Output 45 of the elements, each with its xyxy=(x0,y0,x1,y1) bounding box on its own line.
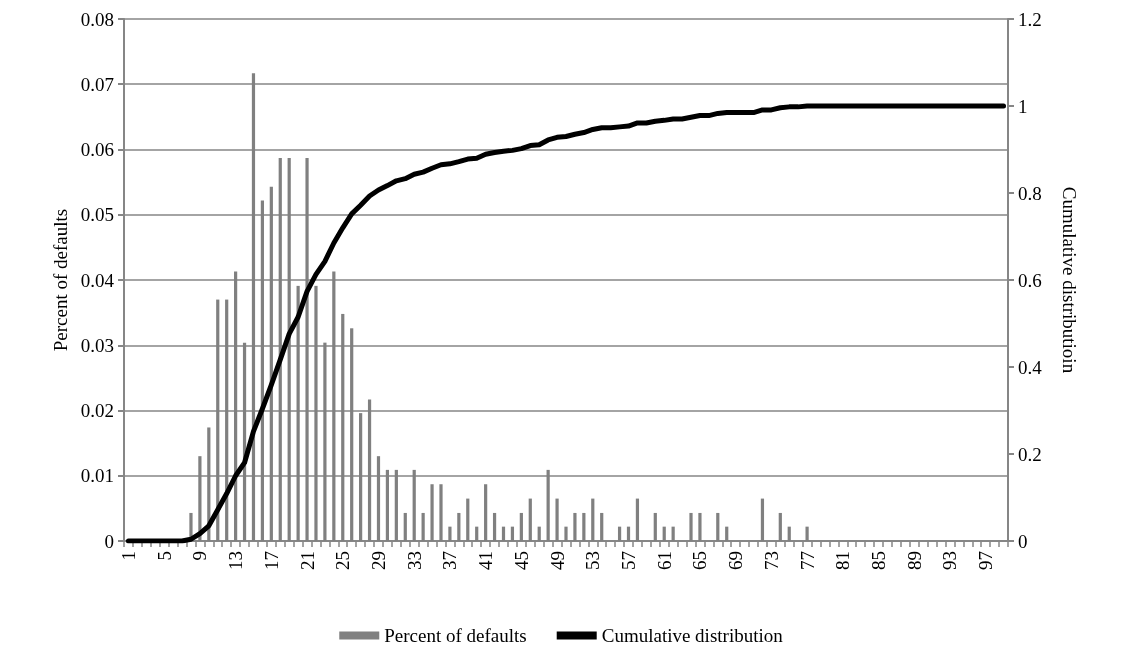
x-tick-label: 97 xyxy=(975,551,997,570)
y2-tick-label: 1 xyxy=(1018,95,1028,117)
x-tick-label: 85 xyxy=(868,551,890,570)
x-tick-label: 21 xyxy=(296,551,318,570)
x-tick-label: 77 xyxy=(796,551,818,570)
y-tick-label: 0.01 xyxy=(80,465,114,487)
x-tick-label: 13 xyxy=(225,551,247,570)
x-tick-label: 81 xyxy=(832,551,854,570)
x-tick-label: 69 xyxy=(725,551,747,570)
legend-label: Cumulative distribution xyxy=(601,625,784,646)
x-tick-label: 25 xyxy=(332,551,354,570)
y-tick-label: 0.03 xyxy=(80,334,114,356)
x-tick-label: 5 xyxy=(153,551,175,561)
y2-tick-label: 0.8 xyxy=(1018,182,1042,204)
y2-tick-label: 0.6 xyxy=(1018,269,1042,291)
x-tick-label: 49 xyxy=(546,551,568,570)
x-tick-label: 65 xyxy=(689,551,711,570)
y2-tick-label: 0 xyxy=(1018,530,1028,552)
x-tick-label: 1 xyxy=(117,551,139,561)
x-tick-label: 29 xyxy=(367,551,389,570)
x-tick-label: 41 xyxy=(475,551,497,570)
x-tick-label: 9 xyxy=(189,551,211,561)
y2-tick-label: 0.2 xyxy=(1018,443,1042,465)
x-tick-label: 17 xyxy=(260,551,282,570)
y-tick-label: 0.07 xyxy=(80,73,114,95)
y-tick-label: 0.04 xyxy=(80,269,115,291)
x-tick-label: 33 xyxy=(403,551,425,570)
x-tick-label: 45 xyxy=(510,551,532,570)
y-tick-label: 0.06 xyxy=(80,139,114,160)
y-tick-label: 0 xyxy=(104,530,114,552)
legend-label: Percent of defaults xyxy=(384,625,527,646)
y-tick-label: 0.08 xyxy=(80,8,114,30)
x-tick-label: 37 xyxy=(439,551,461,570)
y-tick-label: 0.02 xyxy=(80,400,114,421)
y2-axis-title: Cumulative distributioin xyxy=(1059,186,1080,374)
x-tick-label: 89 xyxy=(903,551,925,570)
y2-tick-label: 0.4 xyxy=(1018,356,1043,378)
y-axis-title: Percent of defaults xyxy=(49,208,71,352)
y2-tick-label: 1.2 xyxy=(1018,8,1042,30)
y-tick-label: 0.05 xyxy=(80,204,114,226)
x-tick-label: 57 xyxy=(618,551,640,570)
x-tick-label: 61 xyxy=(653,551,675,570)
x-tick-label: 93 xyxy=(939,551,961,570)
x-tick-label: 53 xyxy=(582,551,604,570)
x-tick-label: 73 xyxy=(760,551,782,570)
